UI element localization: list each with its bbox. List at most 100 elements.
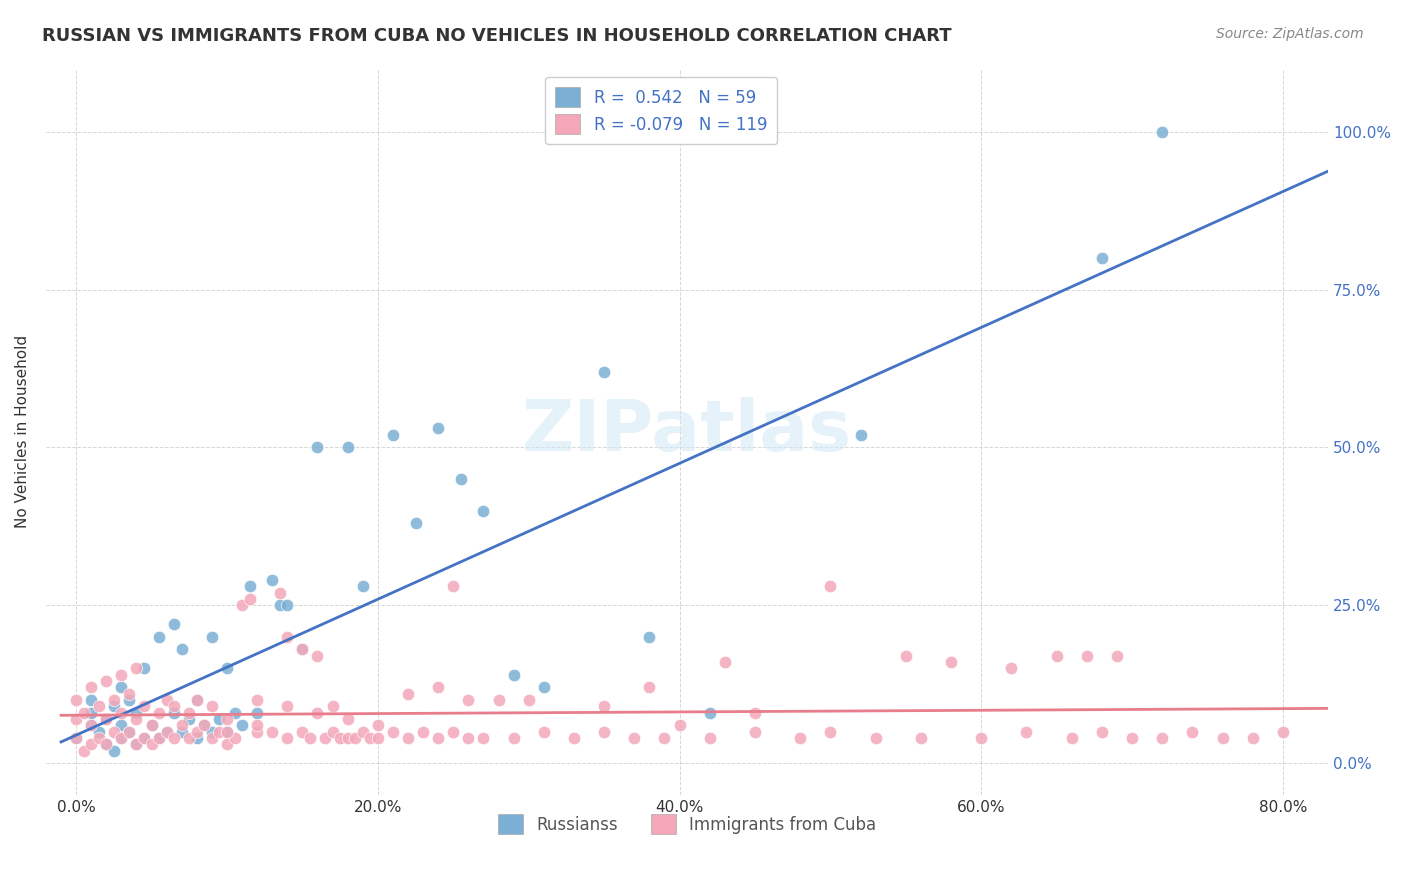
Point — [276, 731, 298, 745]
Point — [352, 579, 374, 593]
Point — [262, 724, 284, 739]
Point — [562, 731, 585, 745]
Point — [224, 706, 246, 720]
Point — [125, 661, 148, 675]
Point — [103, 743, 125, 757]
Point — [215, 724, 238, 739]
Point — [132, 731, 155, 745]
Point — [179, 706, 201, 720]
Point — [201, 699, 224, 714]
Point — [1046, 648, 1069, 663]
Point — [502, 667, 524, 681]
Point — [170, 642, 193, 657]
Point — [269, 599, 291, 613]
Point — [96, 674, 118, 689]
Point — [246, 724, 269, 739]
Text: RUSSIAN VS IMMIGRANTS FROM CUBA NO VEHICLES IN HOUSEHOLD CORRELATION CHART: RUSSIAN VS IMMIGRANTS FROM CUBA NO VEHIC… — [42, 27, 952, 45]
Point — [699, 731, 721, 745]
Point — [381, 724, 404, 739]
Point — [65, 731, 87, 745]
Point — [396, 731, 419, 745]
Point — [110, 718, 132, 732]
Point — [820, 579, 842, 593]
Point — [457, 731, 479, 745]
Point — [441, 579, 464, 593]
Point — [427, 681, 450, 695]
Point — [427, 421, 450, 435]
Point — [148, 630, 170, 644]
Point — [1076, 648, 1098, 663]
Point — [336, 441, 359, 455]
Point — [1152, 731, 1174, 745]
Point — [307, 441, 329, 455]
Point — [103, 699, 125, 714]
Point — [789, 731, 811, 745]
Point — [141, 737, 163, 751]
Point — [517, 693, 540, 707]
Point — [80, 737, 103, 751]
Point — [148, 706, 170, 720]
Point — [208, 712, 231, 726]
Point — [593, 699, 616, 714]
Point — [405, 516, 427, 531]
Point — [215, 712, 238, 726]
Point — [73, 743, 96, 757]
Point — [118, 724, 141, 739]
Point — [1271, 724, 1294, 739]
Point — [1060, 731, 1083, 745]
Point — [502, 731, 524, 745]
Point — [744, 724, 766, 739]
Point — [208, 724, 231, 739]
Point — [186, 693, 208, 707]
Point — [132, 661, 155, 675]
Point — [186, 724, 208, 739]
Point — [307, 706, 329, 720]
Point — [215, 737, 238, 751]
Point — [1152, 125, 1174, 139]
Point — [215, 724, 238, 739]
Point — [156, 724, 179, 739]
Point — [80, 693, 103, 707]
Point — [193, 718, 215, 732]
Point — [894, 648, 917, 663]
Point — [654, 731, 676, 745]
Legend: Russianss, Immigrants from Cuba: Russianss, Immigrants from Cuba — [488, 804, 886, 845]
Point — [231, 599, 253, 613]
Point — [298, 731, 321, 745]
Point — [65, 712, 87, 726]
Point — [73, 706, 96, 720]
Point — [224, 731, 246, 745]
Point — [87, 724, 110, 739]
Point — [699, 706, 721, 720]
Point — [441, 724, 464, 739]
Point — [336, 712, 359, 726]
Point — [314, 731, 336, 745]
Point — [80, 681, 103, 695]
Point — [638, 630, 661, 644]
Point — [132, 699, 155, 714]
Point — [125, 706, 148, 720]
Point — [457, 693, 479, 707]
Point — [201, 630, 224, 644]
Point — [80, 706, 103, 720]
Point — [412, 724, 434, 739]
Point — [910, 731, 932, 745]
Point — [322, 724, 344, 739]
Point — [533, 724, 555, 739]
Point — [336, 731, 359, 745]
Point — [156, 693, 179, 707]
Point — [96, 737, 118, 751]
Point — [322, 699, 344, 714]
Point — [170, 724, 193, 739]
Point — [65, 731, 87, 745]
Point — [307, 648, 329, 663]
Point — [80, 718, 103, 732]
Point — [96, 712, 118, 726]
Point — [110, 731, 132, 745]
Point — [125, 737, 148, 751]
Point — [1121, 731, 1143, 745]
Point — [186, 731, 208, 745]
Point — [472, 731, 495, 745]
Point — [427, 731, 450, 745]
Point — [148, 731, 170, 745]
